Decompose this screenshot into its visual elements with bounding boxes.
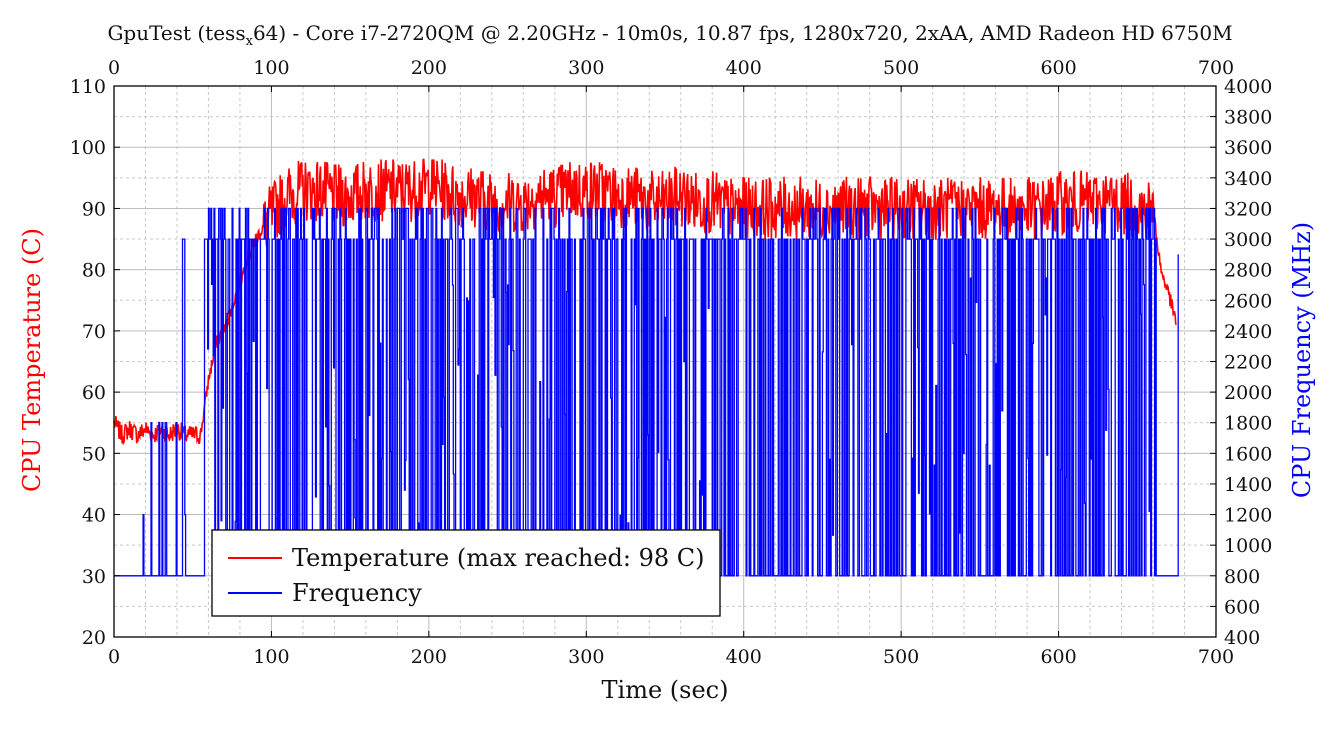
y-right-tick-label: 4000 xyxy=(1224,76,1272,98)
y-right-tick-label: 2800 xyxy=(1224,260,1272,282)
title-subscript: x xyxy=(246,34,254,49)
x-tick-label-top: 100 xyxy=(253,57,289,79)
y-left-tick-label: 80 xyxy=(82,260,106,282)
x-tick-label-top: 400 xyxy=(726,57,762,79)
x-tick-label-bottom: 300 xyxy=(568,646,604,668)
y-right-tick-label: 800 xyxy=(1224,566,1260,588)
x-tick-label-bottom: 100 xyxy=(253,646,289,668)
x-tick-label-top: 0 xyxy=(108,57,120,79)
y-right-tick-label: 2400 xyxy=(1224,321,1272,343)
y-right-tick-label: 3400 xyxy=(1224,168,1272,190)
y-left-tick-label: 100 xyxy=(70,137,106,159)
y-left-tick-label: 70 xyxy=(82,321,106,343)
y-left-tick-label: 90 xyxy=(82,198,106,220)
legend-label-temperature: Temperature (max reached: 98 C) xyxy=(292,544,705,572)
y-left-tick-label: 110 xyxy=(70,76,106,98)
x-tick-label-bottom: 600 xyxy=(1040,646,1076,668)
chart-title: GpuTest (tessx64) - Core i7-2720QM @ 2.2… xyxy=(107,21,1232,49)
y-right-tick-label: 3600 xyxy=(1224,137,1272,159)
x-tick-label-top: 600 xyxy=(1040,57,1076,79)
y-right-tick-label: 3800 xyxy=(1224,107,1272,129)
y-left-tick-label: 60 xyxy=(82,382,106,404)
y-right-tick-label: 1600 xyxy=(1224,443,1272,465)
title-main: GpuTest (tess xyxy=(107,21,245,45)
y-right-tick-label: 1200 xyxy=(1224,505,1272,527)
y-right-tick-label: 1000 xyxy=(1224,535,1272,557)
y-right-tick-label: 1800 xyxy=(1224,413,1272,435)
x-tick-label-top: 300 xyxy=(568,57,604,79)
y-right-tick-label: 2200 xyxy=(1224,352,1272,374)
y-right-tick-label: 2600 xyxy=(1224,290,1272,312)
x-tick-label-top: 700 xyxy=(1198,57,1234,79)
y-right-tick-label: 3000 xyxy=(1224,229,1272,251)
y-left-tick-label: 20 xyxy=(82,627,106,649)
x-tick-label-bottom: 200 xyxy=(411,646,447,668)
title-rest: 64) - Core i7-2720QM @ 2.20GHz - 10m0s, … xyxy=(253,21,1233,45)
y-left-tick-label: 40 xyxy=(82,505,106,527)
legend: Temperature (max reached: 98 C) Frequenc… xyxy=(211,529,721,617)
y-right-tick-label: 3200 xyxy=(1224,198,1272,220)
y-left-tick-label: 30 xyxy=(82,566,106,588)
y-left-tick-label: 50 xyxy=(82,443,106,465)
x-tick-label-top: 500 xyxy=(883,57,919,79)
x-tick-label-top: 200 xyxy=(411,57,447,79)
y-axis-right-label: CPU Frequency (MHz) xyxy=(1288,222,1316,498)
x-axis-label: Time (sec) xyxy=(602,676,729,704)
temperature-line xyxy=(113,158,1177,446)
x-tick-label-bottom: 400 xyxy=(726,646,762,668)
series-layer xyxy=(113,158,1179,577)
legend-label-frequency: Frequency xyxy=(292,579,422,607)
x-tick-label-bottom: 500 xyxy=(883,646,919,668)
x-tick-label-bottom: 0 xyxy=(108,646,120,668)
x-tick-label-bottom: 700 xyxy=(1198,646,1234,668)
y-right-tick-label: 600 xyxy=(1224,596,1260,618)
y-axis-left-label: CPU Temperature (C) xyxy=(18,228,46,492)
ticks: 0 0 100 100 200 200 300 300 400 400 500 500 600 600 70… xyxy=(70,57,1273,668)
y-right-tick-label: 1400 xyxy=(1224,474,1272,496)
y-right-tick-label: 2000 xyxy=(1224,382,1272,404)
legend-box xyxy=(211,529,721,617)
y-right-tick-label: 400 xyxy=(1224,627,1260,649)
